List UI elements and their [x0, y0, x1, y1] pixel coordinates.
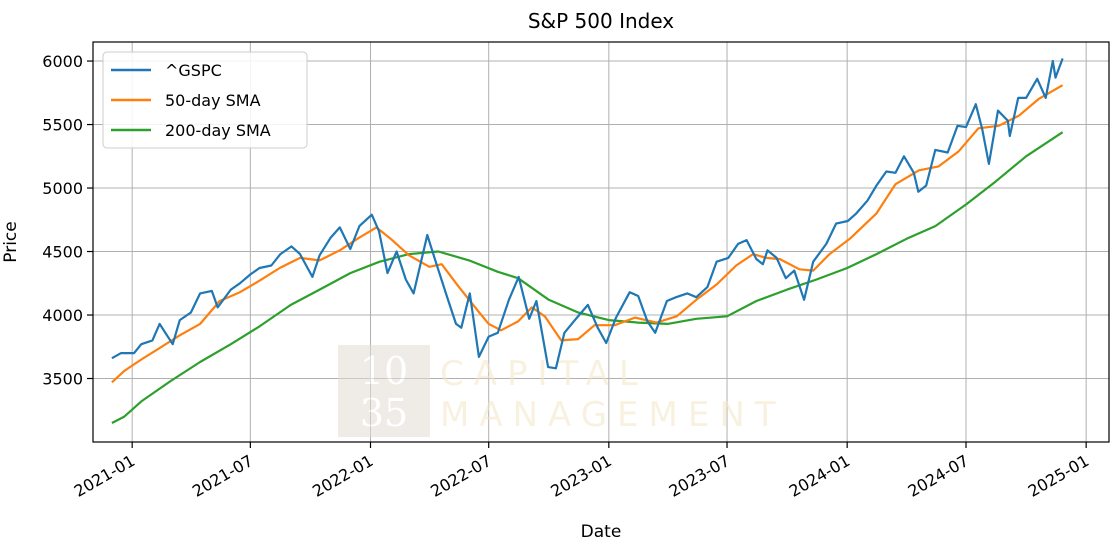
x-tick-label-7: 2024-07	[905, 451, 972, 501]
legend-label-2: 200-day SMA	[165, 121, 271, 140]
x-tick-label-6: 2024-01	[786, 451, 853, 501]
x-tick-label-2: 2022-01	[309, 451, 376, 501]
legend: ^GSPC 50-day SMA 200-day SMA	[102, 51, 308, 149]
legend-label-0: ^GSPC	[165, 61, 222, 80]
y-tick-label-2: 4500	[42, 243, 83, 262]
watermark-line2: MANAGEMENT	[440, 395, 786, 435]
y-tick-label-4: 5500	[42, 116, 83, 135]
x-axis-label: Date	[581, 522, 622, 542]
y-axis-label: Price	[1, 221, 21, 262]
y-tick-label-0: 3500	[42, 370, 83, 389]
chart-title: S&P 500 Index	[528, 9, 674, 33]
y-tick-label-3: 5000	[42, 179, 83, 198]
legend-label-1: 50-day SMA	[165, 91, 261, 110]
watermark-line1: CAPITAL	[440, 354, 648, 394]
series-line-0	[111, 58, 1064, 370]
watermark-number-bottom: 35	[360, 391, 408, 435]
series-line-1	[111, 84, 1064, 384]
watermark-logo: 10 35 CAPITAL MANAGEMENT	[338, 345, 786, 437]
watermark-box	[338, 345, 430, 437]
y-tick-label-5: 6000	[42, 52, 83, 71]
series-lines	[111, 58, 1064, 424]
x-tick-label-0: 2021-01	[71, 451, 138, 501]
y-tick-label-1: 4000	[42, 306, 83, 325]
watermark-number-top: 10	[360, 349, 408, 393]
series-line-2	[111, 131, 1064, 424]
legend-box	[102, 51, 308, 149]
x-tick-label-1: 2021-07	[189, 451, 256, 501]
plot-frame	[92, 41, 1110, 443]
x-tick-label-8: 2025-01	[1025, 451, 1092, 501]
x-tick-label-3: 2022-07	[427, 451, 494, 501]
x-tick-label-5: 2023-07	[666, 451, 733, 501]
x-tick-label-4: 2023-01	[547, 451, 614, 501]
